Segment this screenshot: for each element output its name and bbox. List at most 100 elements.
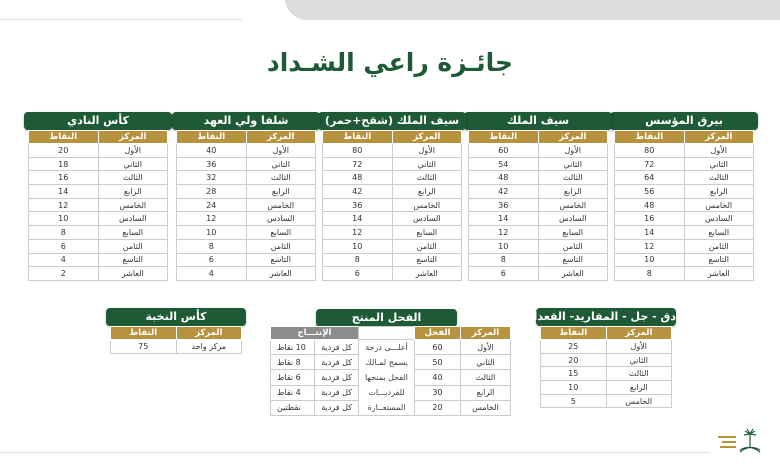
rank-cell: الثامن xyxy=(245,238,316,254)
rank-cell: التاسع xyxy=(537,252,608,268)
rank-cell: الرابع xyxy=(460,384,511,401)
table-row: الرابع 42 xyxy=(322,184,462,199)
table-row: العاشر 8 xyxy=(614,266,754,281)
table-row: الرابع 30 كل فردية 4 نقاط xyxy=(269,384,511,401)
header-rank: المركز xyxy=(97,130,168,144)
rank-cell: السابع xyxy=(391,225,462,240)
stallion-description: أعلـــى درجة يسمح لمـالك الفحل بمنحها لل… xyxy=(358,339,415,416)
points-cell: 8 xyxy=(614,266,685,281)
header-production: الإنتـــاج xyxy=(269,326,360,340)
points-table: سيف الملك (شقح+حمر) المركز النقاط الأول 80 ال… xyxy=(318,112,466,281)
table-header-row: المركز النقاط xyxy=(28,130,168,144)
points-cell: 8 xyxy=(468,252,539,268)
table-row: مركز واحد 75 xyxy=(110,339,242,354)
rank-cell: السادس xyxy=(97,211,168,227)
stallion-table: المركز الفحل الإنتـــاج الأول 60 أعلـــى درجة… xyxy=(269,326,511,417)
rank-cell: الأول xyxy=(460,338,511,356)
rank-cell: السابع xyxy=(683,225,754,240)
production-value: 6 نقاط xyxy=(269,369,316,386)
logo-palm-swords-icon xyxy=(718,428,761,453)
points-cell: 6 xyxy=(322,266,393,281)
header-rank: المركز xyxy=(537,130,608,144)
points-cell: 50 xyxy=(414,354,461,371)
table-title: دق - جل - المفاريد- القعدان xyxy=(524,308,676,326)
rank-cell: العاشر xyxy=(245,266,316,281)
table-row: الثالث 16 xyxy=(28,170,168,186)
table-row: الخامس 36 xyxy=(322,197,462,213)
rank-cell: الأول xyxy=(683,143,754,158)
points-cell: 72 xyxy=(322,156,393,172)
header-stallion: الفحل xyxy=(414,326,461,340)
table-title: سيف الملك xyxy=(464,112,612,130)
elite-table: كأس النخبة المركز النقاط مركز واحد 75 xyxy=(106,308,246,354)
table-row: الثالث 48 xyxy=(322,170,462,186)
rank-cell: الخامس xyxy=(245,197,316,213)
rank-cell: الأول xyxy=(97,143,168,158)
rank-cell: الرابع xyxy=(605,380,672,395)
rank-cell: الثاني xyxy=(537,156,608,172)
header-rank: المركز xyxy=(683,130,754,144)
table-header-row: المركز النقاط xyxy=(540,326,672,340)
rank-cell: الأول xyxy=(605,339,672,354)
table-row: الثاني 20 xyxy=(540,352,672,368)
points-cell: 72 xyxy=(614,156,685,172)
table-row: الأول 80 xyxy=(322,143,462,158)
table-row: السابع 8 xyxy=(28,225,168,240)
rank-cell: الثاني xyxy=(605,352,672,368)
table-row: العاشر 4 xyxy=(176,266,316,281)
table-row: الخامس 5 xyxy=(540,393,672,409)
rank-cell: التاسع xyxy=(683,252,754,268)
points-cell: 14 xyxy=(468,211,539,227)
header-points: النقاط xyxy=(468,130,539,144)
production-label: كل فردية xyxy=(314,384,359,401)
rank-cell: الثامن xyxy=(97,238,168,254)
production-label: كل فردية xyxy=(314,354,359,371)
points-cell: 30 xyxy=(414,384,461,401)
points-cell: 42 xyxy=(322,184,393,199)
table-header-row: المركز النقاط xyxy=(110,326,242,340)
table-row: السادس 14 xyxy=(468,211,608,227)
rank-cell: الرابع xyxy=(97,184,168,199)
points-cell: 54 xyxy=(468,156,539,172)
table-row: الخامس 20 كل فردية نقطتين xyxy=(269,399,511,417)
points-cell: 2 xyxy=(28,266,99,281)
table-row: الثالث 15 xyxy=(540,366,672,382)
header-points: النقاط xyxy=(110,326,177,340)
table: المركز النقاط الأول 60 الثاني 54 الثالث 48 الراب… xyxy=(468,130,608,281)
table-row: الأول 60 xyxy=(468,143,608,158)
points-cell: 25 xyxy=(540,339,607,354)
table-row: الأول 40 xyxy=(176,143,316,158)
table-row: التاسع 4 xyxy=(28,252,168,268)
production-label: كل فردية xyxy=(314,369,359,386)
table-row: الرابع 56 xyxy=(614,184,754,199)
blank-header xyxy=(358,326,415,340)
table-title: شلفا ولي العهد xyxy=(172,112,320,130)
table-row: الثاني 72 xyxy=(614,156,754,172)
table-row: الثالث 48 xyxy=(468,170,608,186)
table-row: الثامن 6 xyxy=(28,238,168,254)
points-cell: 20 xyxy=(540,352,607,368)
points-cell: 12 xyxy=(322,225,393,240)
rank-cell: العاشر xyxy=(537,266,608,281)
rank-cell: الثالث xyxy=(391,170,462,186)
points-cell: 56 xyxy=(614,184,685,199)
points-cell: 10 xyxy=(322,238,393,254)
table-header-row: المركز الفحل الإنتـــاج xyxy=(269,326,511,340)
rank-cell: الرابع xyxy=(245,184,316,199)
table-row: العاشر 6 xyxy=(468,266,608,281)
rank-cell: الثامن xyxy=(537,238,608,254)
rank-cell: الثاني xyxy=(245,156,316,172)
table-row: الأول 80 xyxy=(614,143,754,158)
table-row: العاشر 6 xyxy=(322,266,462,281)
table-row: السادس 14 xyxy=(322,211,462,227)
table-header-row: المركز النقاط xyxy=(322,130,462,144)
points-cell: 10 xyxy=(540,380,607,395)
points-cell: 4 xyxy=(28,252,99,268)
header-rank: المركز xyxy=(175,326,242,340)
table-header-row: المركز النقاط xyxy=(176,130,316,144)
table-title: بيرق المؤسس xyxy=(610,112,758,130)
points-cell: 42 xyxy=(468,184,539,199)
table-row: الأول 25 xyxy=(540,339,672,354)
rank-cell: الثاني xyxy=(683,156,754,172)
points-table: شلفا ولي العهد المركز النقاط الأول 40 الثاني 3… xyxy=(172,112,320,281)
